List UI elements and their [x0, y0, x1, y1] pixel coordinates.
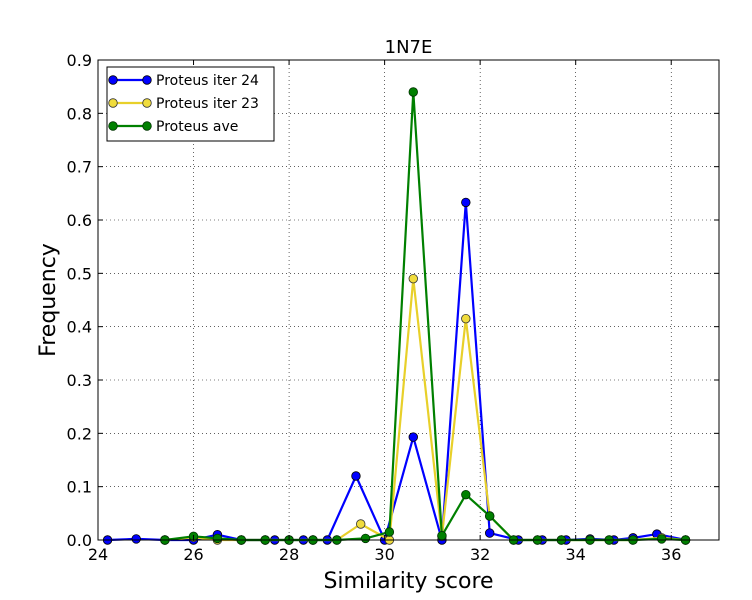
legend-marker: [142, 121, 152, 131]
y-axis-label: Frequency: [36, 243, 61, 357]
legend-label: Proteus iter 23: [156, 96, 259, 112]
y-tick-label: 0.9: [67, 51, 92, 70]
y-tick-label: 0.5: [67, 264, 92, 283]
y-tick-label: 0.8: [67, 104, 92, 123]
data-point: [360, 533, 371, 544]
data-point: [437, 531, 447, 541]
data-point: [461, 197, 471, 208]
data-point: [485, 511, 495, 521]
data-point: [351, 471, 361, 481]
x-tick-label: 34: [566, 545, 586, 564]
data-point: [408, 432, 418, 442]
legend-marker: [108, 98, 118, 108]
x-axis-label: Similarity score: [323, 569, 493, 594]
y-tick-label: 0.1: [67, 478, 92, 497]
legend-label: Proteus iter 24: [156, 73, 259, 89]
x-tick-label: 36: [661, 545, 681, 564]
y-tick-label: 0.0: [67, 531, 92, 550]
plot-frame: [97, 59, 720, 541]
data-point: [485, 528, 495, 538]
data-point: [408, 273, 418, 284]
x-tick-label: 30: [374, 545, 394, 564]
y-tick-label: 0.7: [67, 158, 92, 177]
data-point: [461, 313, 471, 324]
y-tick-label: 0.4: [67, 318, 92, 337]
x-tick-label: 28: [279, 545, 299, 564]
data-point: [356, 519, 366, 529]
legend-marker: [108, 121, 118, 131]
y-tick-label: 0.3: [67, 371, 92, 390]
data-point: [408, 87, 418, 97]
y-tick-label: 0.2: [67, 424, 92, 443]
y-tick-label: 0.6: [67, 211, 92, 230]
x-tick-label: 24: [88, 545, 108, 564]
data-point: [384, 527, 395, 537]
x-tick-label: 32: [470, 545, 490, 564]
chart-title: 1N7E: [385, 37, 433, 58]
data-point: [656, 534, 667, 544]
legend: Proteus iter 24 Proteus iter 23 Proteus av…: [106, 66, 275, 142]
x-tick-label: 26: [183, 545, 203, 564]
legend-marker: [142, 98, 152, 108]
data-point: [461, 489, 471, 500]
data-point: [131, 534, 141, 544]
legend-label: Proteus ave: [156, 119, 238, 135]
legend-marker: [142, 75, 152, 85]
data-point: [212, 533, 223, 544]
legend-marker: [108, 75, 118, 85]
axis-ticks: 24 26 28 30 32 34 36 0.0 0.1 0.2 0.3 0.4 0.5 0.6 0.7 0.…: [67, 51, 719, 564]
